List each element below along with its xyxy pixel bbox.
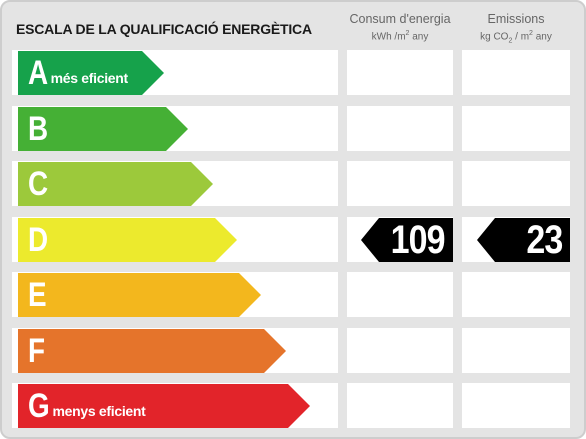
- consum-header-label: Consum d'energia: [349, 12, 451, 26]
- rating-letter: C: [28, 165, 49, 203]
- consum-header-unit: kWh /m2 any: [371, 30, 429, 43]
- rating-letter: F: [28, 332, 46, 370]
- rating-arrow-d: D: [18, 218, 237, 262]
- consum-value: 109: [390, 217, 446, 262]
- emissions-value-tag: 23: [477, 218, 570, 262]
- consum-cell: [347, 161, 453, 206]
- rating-letter: G: [28, 387, 50, 425]
- rating-letter: E: [28, 276, 47, 314]
- consum-cell: [347, 50, 453, 95]
- rating-letter: B: [28, 110, 49, 148]
- rating-description: menys eficient: [52, 403, 146, 419]
- emissions-header: Emissions kg CO2 / m2 any: [462, 11, 570, 48]
- emissions-value: 23: [525, 217, 563, 262]
- consum-value-tag: 109: [361, 218, 453, 262]
- rating-letter: D: [28, 221, 49, 259]
- consum-cell: [347, 383, 453, 428]
- emissions-cell: [462, 161, 570, 206]
- emissions-header-label: Emissions: [487, 12, 545, 26]
- emissions-cell: [462, 272, 570, 317]
- rating-arrow-e: E: [18, 273, 261, 317]
- rating-arrow-f: F: [18, 329, 286, 373]
- consum-cell: [347, 328, 453, 373]
- rating-description: més eficient: [50, 70, 128, 86]
- consum-cell: [347, 106, 453, 151]
- emissions-header-unit: kg CO2 / m2 any: [480, 30, 552, 45]
- rating-arrow-b: B: [18, 107, 188, 151]
- rating-letter: A: [28, 54, 49, 92]
- emissions-cell: [462, 50, 570, 95]
- emissions-cell: [462, 328, 570, 373]
- emissions-cell: [462, 106, 570, 151]
- rating-arrow-c: C: [18, 162, 213, 206]
- label-title: ESCALA DE LA QUALIFICACIÓ ENERGÈTICA: [16, 21, 312, 37]
- consum-cell: [347, 272, 453, 317]
- emissions-cell: [462, 383, 570, 428]
- consum-header: Consum d'energia kWh /m2 any: [347, 11, 453, 44]
